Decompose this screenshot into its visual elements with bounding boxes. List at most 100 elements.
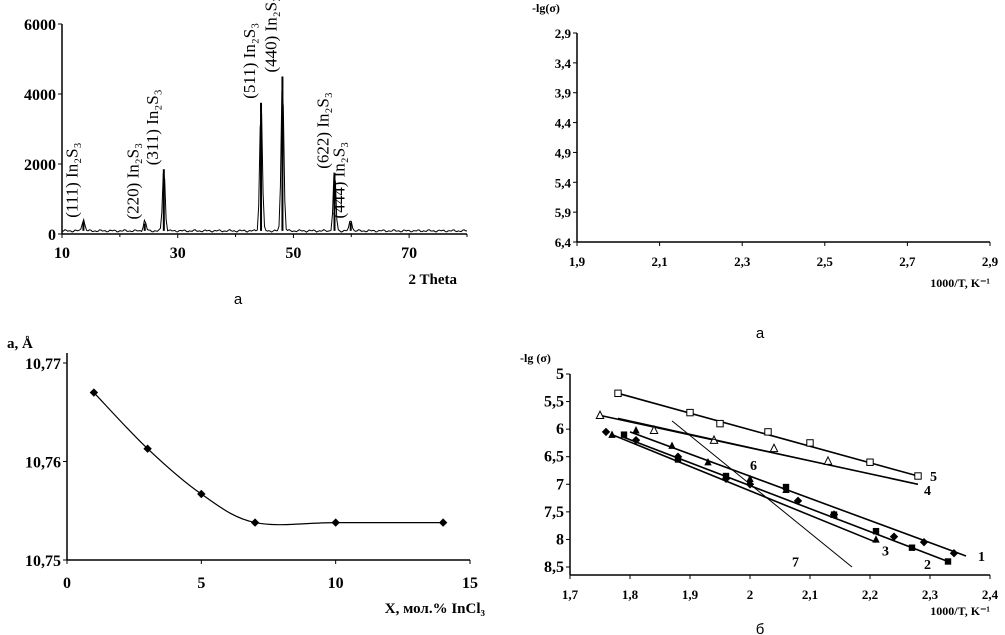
series-2-point (674, 456, 682, 463)
peak-label: (511) In₂S₃ (240, 23, 259, 99)
peak-label: (111) In₂S₃ (62, 142, 81, 217)
series-5-point (614, 389, 622, 398)
x-tick-label: 50 (285, 245, 301, 262)
x-tick-label: 10 (54, 245, 70, 262)
series-4-point (595, 410, 605, 420)
x-tick-label: 0 (63, 575, 71, 592)
data-point (438, 518, 448, 527)
x-tick-label: 15 (462, 575, 478, 592)
y-tick-label: 7 (556, 476, 564, 493)
y-tick-label: 8 (556, 531, 564, 548)
y-tick-label: 6,4 (555, 235, 572, 250)
series-2-point (620, 431, 628, 438)
x-axis-label: 1000/T, K⁻¹ (930, 604, 990, 618)
series-3-point (872, 535, 880, 543)
line-number-label: 2 (924, 558, 931, 573)
y-tick-label: 3,4 (555, 56, 572, 71)
x-axis-label: X, мол.% InCl₃ (385, 601, 486, 617)
y-tick-label: 6000 (24, 17, 56, 34)
y-axis-label: a, Å (7, 336, 33, 352)
x-tick-label: 1,7 (562, 587, 579, 602)
x-tick-label: 2,9 (982, 254, 999, 269)
y-tick-label: 0 (48, 227, 56, 244)
line-number-label: 7 (792, 555, 799, 570)
y-tick-label: 10,75 (25, 553, 61, 570)
y-tick-label: 5,4 (555, 175, 572, 190)
line-number-label: 3 (882, 544, 889, 559)
y-tick-label: 7,5 (544, 504, 564, 521)
series-5-point (764, 428, 772, 436)
series-4-point (769, 443, 779, 453)
x-tick-label: 2 (747, 587, 754, 602)
caption-bottom-right: б (756, 621, 765, 635)
data-point (89, 388, 99, 397)
diffraction-curve (61, 89, 467, 233)
data-point (331, 518, 340, 527)
lattice-curve (93, 392, 444, 526)
y-tick-label: 10,77 (25, 356, 61, 373)
x-tick-label: 1,9 (682, 587, 699, 602)
line-number-label: 6 (750, 459, 757, 474)
x-axis-label: 2 Theta (409, 272, 458, 288)
series-3-point (704, 458, 712, 466)
x-tick-label: 5 (197, 575, 205, 592)
series-5-point (866, 458, 874, 466)
series-2-point (722, 472, 730, 480)
series-2-point (944, 558, 952, 565)
y-tick-label: 10,76 (25, 455, 61, 472)
y-tick-label: 4,4 (555, 116, 572, 131)
data-point (250, 518, 260, 527)
y-axis-label: -lg (σ) (520, 351, 551, 365)
peak-label: (622) In₂S₃ (314, 92, 333, 169)
y-tick-label: 5,9 (555, 205, 572, 220)
series-2-point (908, 544, 916, 551)
series-4-point (823, 455, 833, 465)
x-tick-label: 2,4 (982, 587, 999, 602)
series-5-point (716, 419, 724, 428)
series-1-point (889, 532, 899, 541)
x-tick-label: 30 (170, 245, 186, 262)
series-1-point (949, 549, 959, 558)
x-tick-label: 1,8 (622, 587, 639, 602)
data-point (197, 489, 206, 499)
conductivity-b-chart: 5 5,5 6 6,5 7 7,5 8 8,5 1,7 1,8 1,9 2 2,1 2,2 2,3 2,4 1 2… (520, 351, 999, 618)
x-tick-label: 2,2 (862, 587, 878, 602)
x-tick-label: 10 (328, 575, 344, 592)
x-tick-label: 2,5 (817, 254, 834, 269)
line-number-label: 4 (924, 484, 931, 499)
series-line-7 (671, 420, 853, 568)
x-tick-label: 2,7 (899, 254, 916, 269)
x-tick-label: 2,3 (734, 254, 751, 269)
series-1-point (601, 427, 611, 437)
series-3-point (782, 485, 790, 493)
peak-label: (440) In₂S₃ (261, 0, 280, 73)
series-3-point (668, 441, 676, 449)
series-line-6 (617, 417, 823, 464)
x-tick-label: 2,1 (802, 587, 818, 602)
y-axis-label: -lg(σ) (532, 1, 560, 15)
series-3-point (632, 426, 640, 434)
lattice-parameter-chart: 0 5 10 15 10,75 10,76 10,77 a, Å X, мол.% InCl₃ (7, 336, 485, 617)
x-tick-label: 70 (401, 245, 417, 262)
data-point (143, 444, 152, 453)
y-tick-label: 4,9 (555, 145, 572, 160)
series-3-point (830, 510, 838, 518)
y-tick-label: 5,5 (544, 394, 564, 411)
peak-label: (444) In₂S₃ (330, 142, 349, 219)
y-tick-label: 5 (556, 366, 564, 383)
y-tick-label: 8,5 (544, 559, 564, 576)
series-5-point (806, 439, 814, 447)
peak-label: (311) In₂S₃ (143, 89, 162, 165)
y-tick-label: 3,9 (555, 86, 572, 101)
line-number-label: 5 (930, 470, 937, 485)
series-3-point (608, 430, 616, 438)
series-4-point (649, 424, 659, 434)
y-tick-label: 4000 (24, 87, 56, 104)
line-number-label: 1 (978, 550, 985, 565)
x-tick-label: 2,1 (651, 254, 667, 269)
conductivity-a-chart: 2,9 3,4 3,9 4,4 4,9 5,4 5,9 6,4 1,9 2,1 2,3 2,5 2,7 2… (532, 1, 999, 290)
x-tick-label: 2,3 (922, 587, 939, 602)
series-5-point (686, 408, 694, 417)
y-tick-label: 2,9 (555, 26, 572, 41)
